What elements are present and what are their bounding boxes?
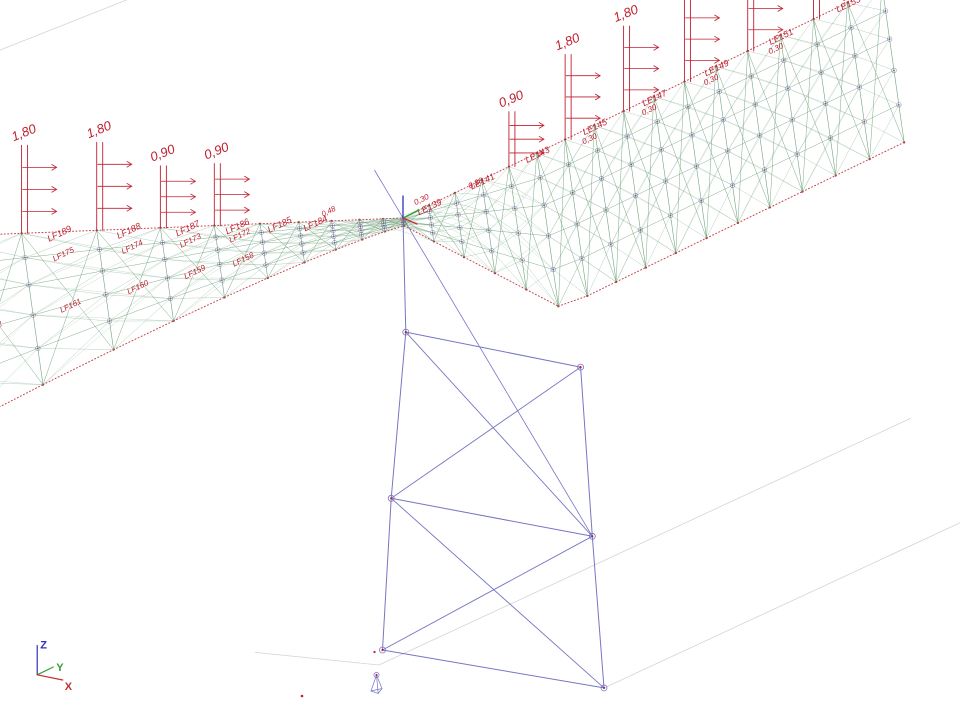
svg-text:0,90: 0,90: [202, 139, 232, 163]
svg-text:LE143: LE143: [524, 145, 552, 165]
svg-text:LF174: LF174: [120, 238, 145, 256]
svg-text:1,80: 1,80: [611, 1, 641, 25]
svg-text:0,90: 0,90: [148, 141, 178, 165]
svg-text:LE153: LE153: [834, 0, 862, 14]
svg-text:LF161: LF161: [58, 297, 82, 315]
svg-text:1,80: 1,80: [553, 30, 583, 54]
svg-text:LF158: LF158: [231, 250, 256, 268]
svg-text:LF189: LF189: [46, 224, 73, 244]
svg-text:1,80: 1,80: [84, 117, 114, 141]
svg-text:LF185: LF185: [266, 214, 294, 235]
svg-text:1,80: 1,80: [9, 120, 39, 144]
svg-text:Y: Y: [56, 662, 64, 674]
svg-text:0,90: 0,90: [496, 87, 526, 111]
svg-text:Z: Z: [40, 640, 47, 652]
svg-text:0,48: 0,48: [320, 204, 338, 219]
svg-text:LF175: LF175: [51, 245, 76, 263]
svg-text:LF162: LF162: [0, 319, 4, 337]
svg-text:X: X: [65, 681, 73, 693]
